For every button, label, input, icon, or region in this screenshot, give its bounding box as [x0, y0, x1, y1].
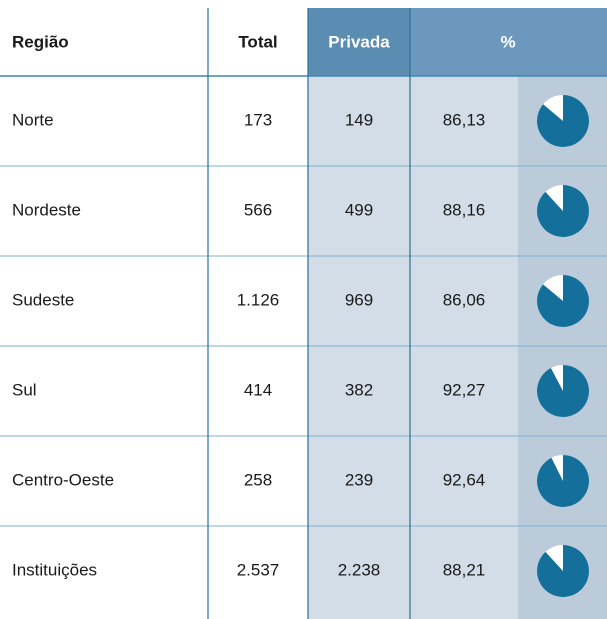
cell: Centro-Oeste [12, 470, 114, 489]
pie-slice [537, 455, 590, 507]
header-cell: % [500, 32, 515, 51]
header-pct-bg [410, 8, 607, 76]
header-cell: Região [12, 32, 69, 51]
pie-slice [537, 185, 589, 238]
cell: 566 [244, 200, 272, 219]
cell: 1.126 [237, 290, 280, 309]
cell: Norte [12, 110, 54, 129]
pie-slice [537, 275, 590, 327]
cell: 86,13 [443, 110, 486, 129]
cell: 92,27 [443, 380, 486, 399]
cell: 2.537 [237, 560, 280, 579]
header-cell: Total [238, 32, 277, 51]
cell: Instituições [12, 560, 97, 579]
pie-col-bg [518, 76, 607, 619]
cell: Sul [12, 380, 37, 399]
cell: 149 [345, 110, 373, 129]
cell: 92,64 [443, 470, 486, 489]
header-cell: Privada [328, 32, 390, 51]
cell: 499 [345, 200, 373, 219]
pie-slice [537, 545, 590, 598]
cell: 2.238 [338, 560, 381, 579]
cell: 382 [345, 380, 373, 399]
cell: 239 [345, 470, 373, 489]
cell: 86,06 [443, 290, 486, 309]
cell: 258 [244, 470, 272, 489]
cell: Sudeste [12, 290, 74, 309]
pie-slice [537, 365, 590, 418]
header-privada-bg [308, 8, 410, 76]
pie-slice [537, 95, 590, 147]
privada-pct-bg [308, 76, 518, 619]
cell: 173 [244, 110, 272, 129]
cell: 88,21 [443, 560, 486, 579]
cell: 88,16 [443, 200, 486, 219]
cell: 969 [345, 290, 373, 309]
cell: Nordeste [12, 200, 81, 219]
cell: 414 [244, 380, 272, 399]
